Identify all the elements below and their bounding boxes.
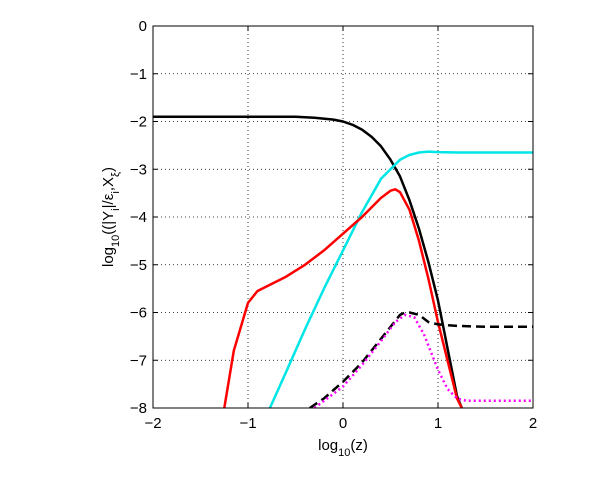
x-tick-label: −1 <box>239 415 256 432</box>
series-line-4 <box>309 311 533 408</box>
x-tick-label: 2 <box>529 415 537 432</box>
series-line-1 <box>153 115 463 408</box>
series-line-3 <box>223 188 463 408</box>
series-line-5 <box>313 313 533 408</box>
y-tick-label: −1 <box>130 66 147 83</box>
y-axis-label: log10((|Yi|/εi,Xξ) <box>100 167 122 267</box>
y-axis-label-sub2: i <box>110 208 122 210</box>
series-layer <box>153 115 533 408</box>
x-axis-label-rest: (z) <box>350 437 368 454</box>
y-axis-label-sub4: ξ <box>110 172 122 177</box>
y-axis-label-rest3: ,X <box>100 177 117 191</box>
y-axis-label-sub3: i <box>110 191 122 193</box>
x-tick-label: −2 <box>144 415 161 432</box>
y-tick-label: −7 <box>130 352 147 369</box>
y-tick-label: −3 <box>130 161 147 178</box>
ticks: −2 −1 0 1 2 0 −1 −2 −3 −4 −5 −6 −7 −8 <box>130 18 537 432</box>
x-tick-label: 0 <box>339 415 347 432</box>
series-line-2 <box>268 150 533 408</box>
y-tick-label: −5 <box>130 257 147 274</box>
y-tick-label: −6 <box>130 305 147 322</box>
y-axis-label-rest4: ) <box>100 167 117 172</box>
grid <box>153 26 533 408</box>
y-axis-label-rest: ((|Y <box>100 211 117 235</box>
y-tick-label: 0 <box>139 18 147 35</box>
y-tick-label: −8 <box>130 400 147 417</box>
y-axis-label-sub: 10 <box>110 235 122 247</box>
y-axis-label-base: log <box>100 247 117 267</box>
y-axis-label-rest2: |/ε <box>100 193 117 208</box>
y-tick-label: −2 <box>130 114 147 131</box>
x-axis-label-base: log <box>318 437 338 454</box>
x-tick-label: 1 <box>434 415 442 432</box>
x-axis-label: log10(z) <box>318 437 368 459</box>
x-axis-label-sub: 10 <box>338 447 350 459</box>
y-tick-label: −4 <box>130 209 147 226</box>
